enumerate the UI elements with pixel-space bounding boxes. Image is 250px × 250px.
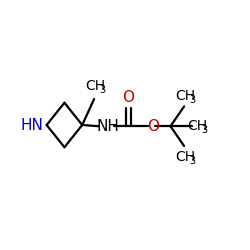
Text: CH: CH	[187, 119, 207, 133]
Text: CH: CH	[175, 150, 195, 164]
Text: HN: HN	[20, 118, 43, 132]
Text: 3: 3	[189, 156, 195, 166]
Text: CH: CH	[175, 89, 195, 103]
Text: O: O	[147, 119, 159, 134]
Text: 3: 3	[201, 125, 207, 135]
Text: NH: NH	[96, 119, 119, 134]
Text: CH: CH	[85, 79, 105, 93]
Text: 3: 3	[189, 95, 195, 105]
Text: O: O	[122, 90, 134, 105]
Text: 3: 3	[99, 86, 105, 96]
